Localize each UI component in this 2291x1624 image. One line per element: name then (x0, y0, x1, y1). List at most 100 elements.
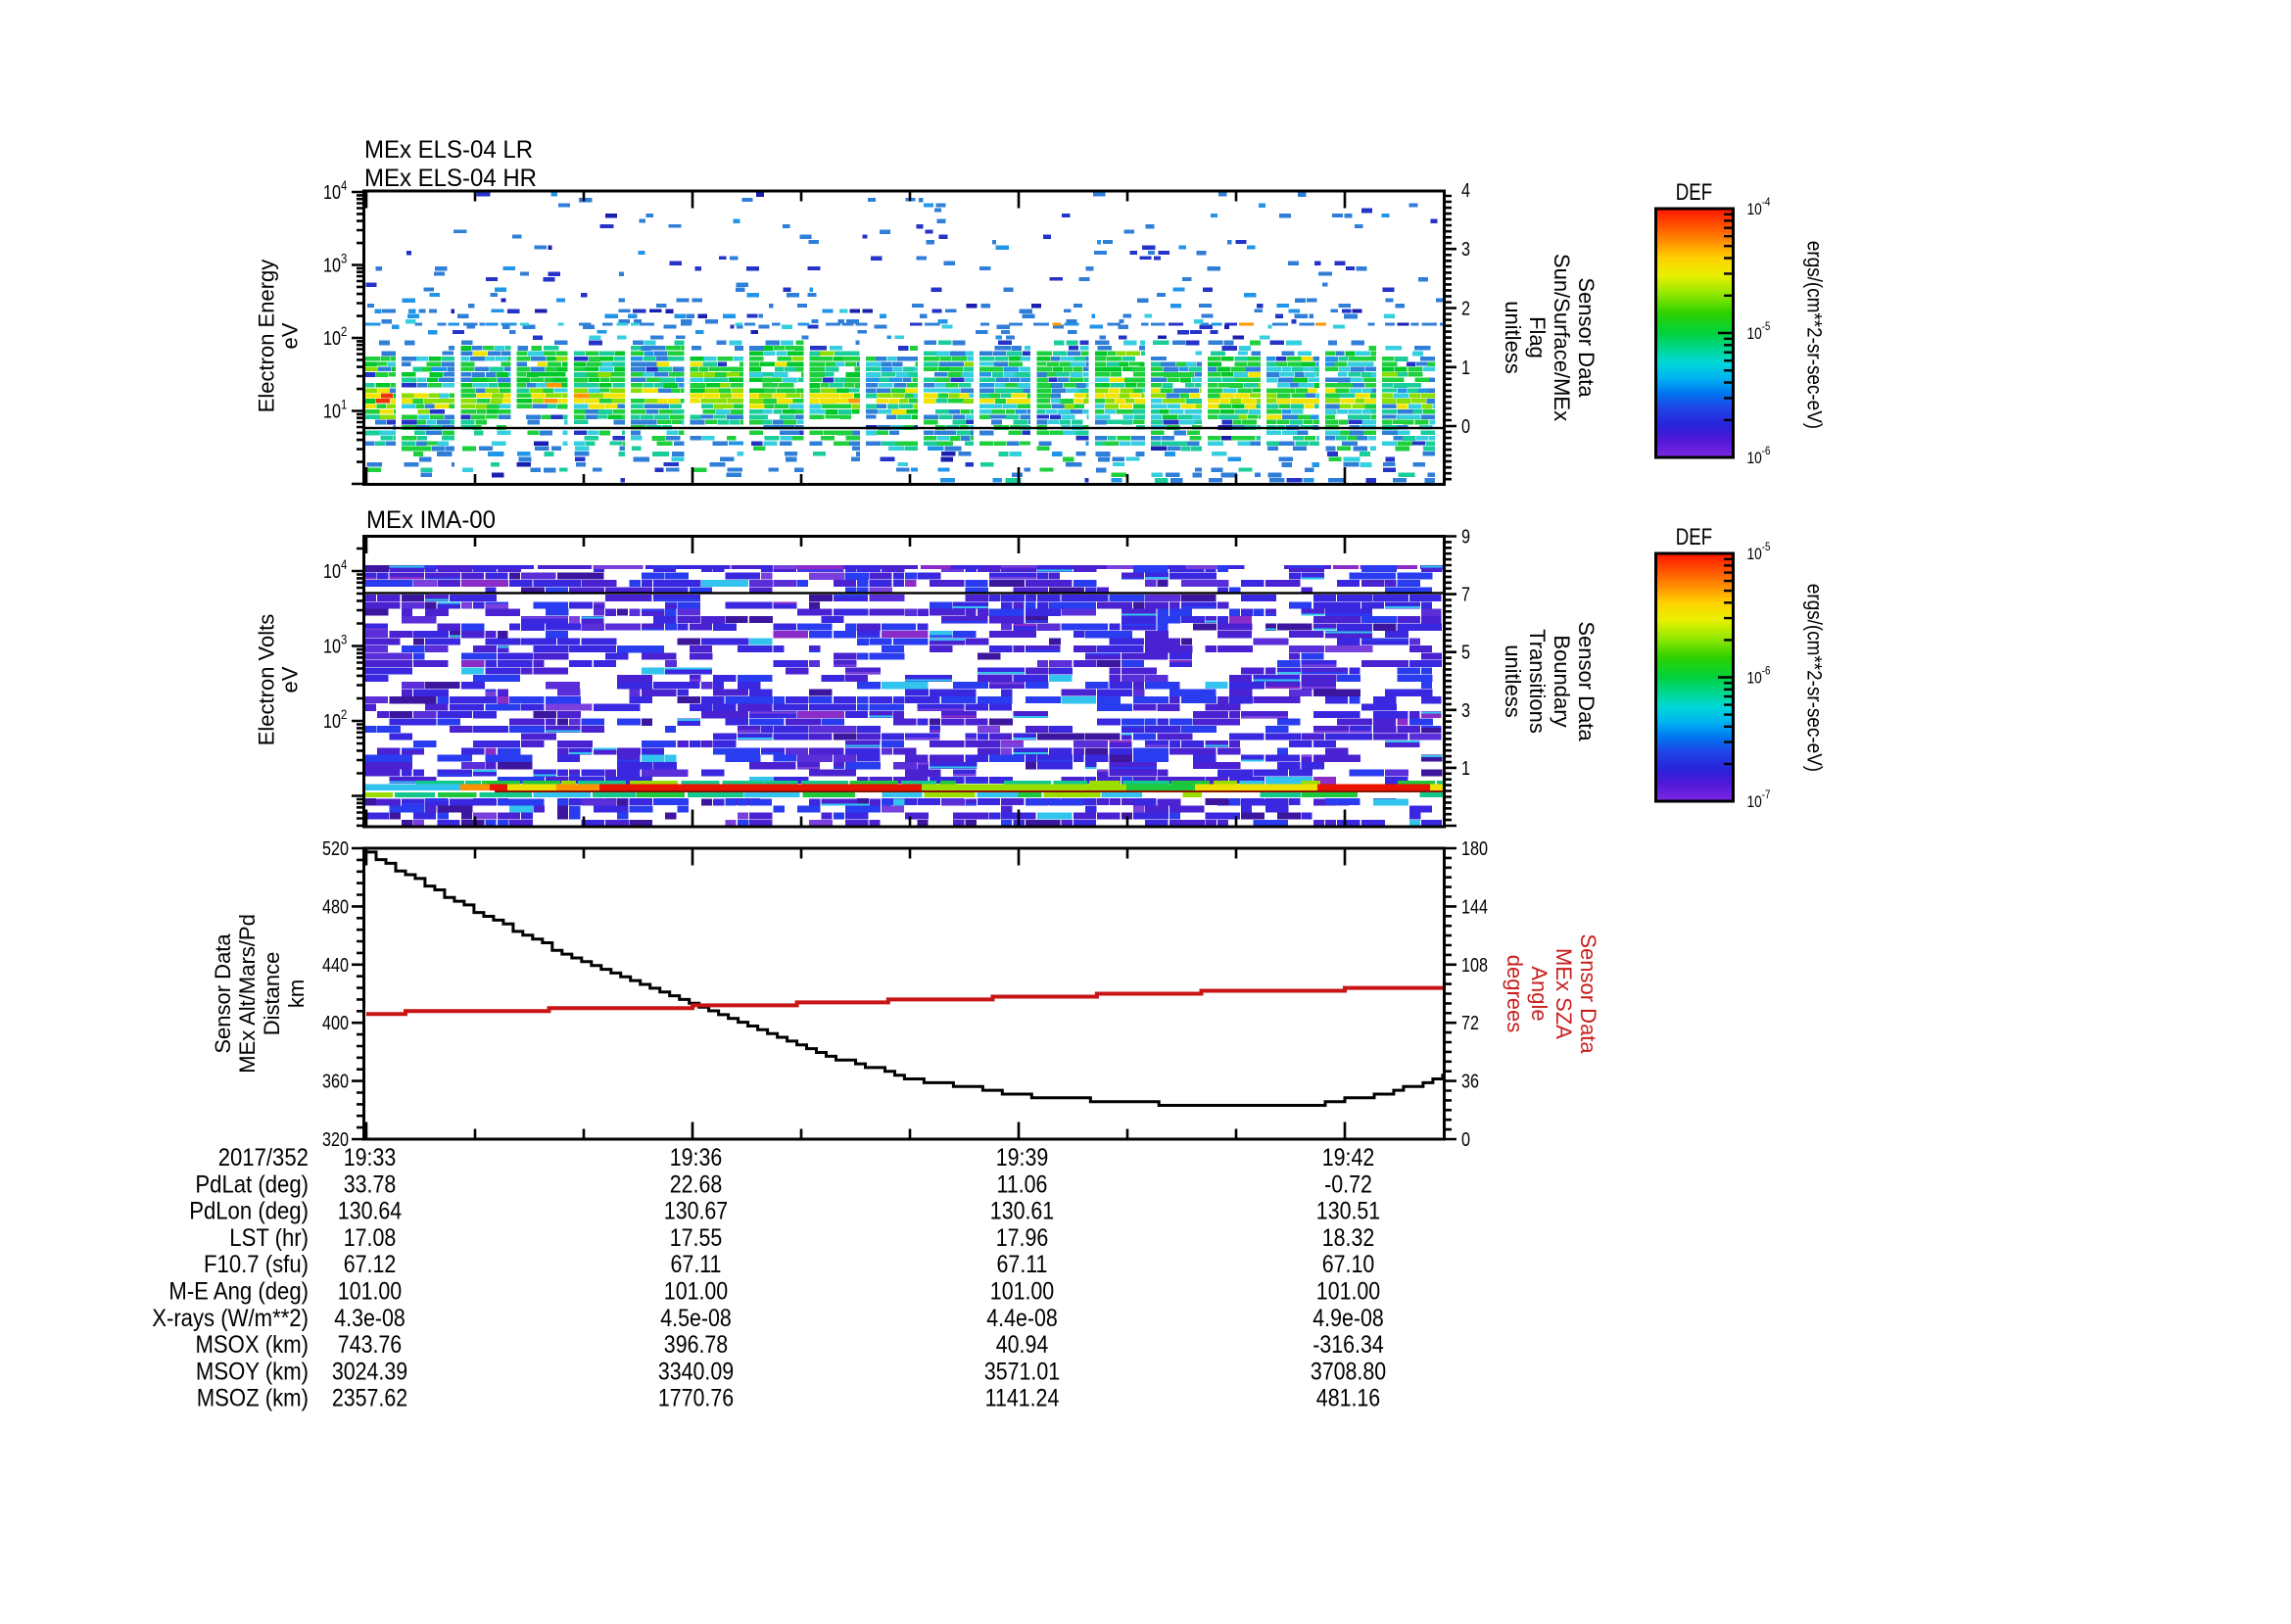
svg-text:108: 108 (1461, 955, 1488, 977)
svg-text:19:36: 19:36 (670, 1144, 723, 1171)
svg-text:3: 3 (1461, 239, 1470, 261)
svg-text:ergs/(cm**2-sr-sec-eV): ergs/(cm**2-sr-sec-eV) (1803, 241, 1826, 429)
svg-text:17.96: 17.96 (996, 1224, 1049, 1252)
svg-text:Sensor Data: Sensor Data (211, 933, 235, 1054)
svg-text:101.00: 101.00 (664, 1278, 728, 1306)
svg-text:MSOZ (km): MSOZ (km) (197, 1385, 309, 1412)
svg-text:10-5: 10-5 (1747, 540, 1771, 563)
svg-text:4.5e-08: 4.5e-08 (660, 1305, 732, 1332)
svg-text:360: 360 (322, 1072, 349, 1093)
svg-text:33.78: 33.78 (344, 1170, 397, 1198)
svg-text:Sensor Data: Sensor Data (1574, 621, 1599, 741)
svg-text:103: 103 (323, 251, 347, 277)
svg-text:0: 0 (1461, 416, 1470, 438)
svg-text:67.11: 67.11 (997, 1251, 1048, 1278)
svg-text:36: 36 (1461, 1072, 1479, 1093)
svg-text:2017/352: 2017/352 (218, 1144, 309, 1171)
svg-text:Angle: Angle (1527, 966, 1551, 1021)
svg-text:4.3e-08: 4.3e-08 (334, 1305, 406, 1332)
svg-text:10-6: 10-6 (1747, 444, 1771, 467)
svg-text:67.12: 67.12 (344, 1251, 397, 1278)
svg-text:PdLat (deg): PdLat (deg) (195, 1170, 309, 1198)
svg-text:km: km (284, 979, 309, 1008)
svg-text:19:42: 19:42 (1322, 1144, 1375, 1171)
svg-text:130.64: 130.64 (338, 1198, 402, 1225)
svg-text:17.55: 17.55 (670, 1224, 723, 1252)
svg-text:3571.01: 3571.01 (984, 1358, 1060, 1385)
svg-text:101.00: 101.00 (338, 1278, 402, 1306)
svg-text:144: 144 (1461, 896, 1488, 918)
svg-text:MEx IMA-00: MEx IMA-00 (366, 506, 496, 534)
svg-text:MSOX (km): MSOX (km) (196, 1331, 310, 1359)
svg-text:Boundary: Boundary (1550, 635, 1574, 727)
svg-text:2: 2 (1461, 299, 1470, 320)
svg-text:7: 7 (1461, 585, 1470, 606)
svg-text:degrees: degrees (1503, 955, 1527, 1033)
svg-text:4.4e-08: 4.4e-08 (986, 1305, 1058, 1332)
svg-text:unitless: unitless (1501, 645, 1525, 718)
svg-text:1770.76: 1770.76 (658, 1385, 734, 1412)
svg-text:10-5: 10-5 (1747, 319, 1771, 343)
svg-text:-316.34: -316.34 (1313, 1331, 1384, 1359)
svg-text:Transitions: Transitions (1525, 629, 1550, 734)
svg-text:130.61: 130.61 (990, 1198, 1054, 1225)
svg-text:440: 440 (322, 955, 349, 977)
svg-text:Sensor Data: Sensor Data (1576, 933, 1600, 1054)
svg-text:5: 5 (1461, 643, 1470, 664)
svg-text:Flag: Flag (1525, 316, 1550, 358)
svg-text:11.06: 11.06 (997, 1170, 1048, 1198)
svg-text:1: 1 (1461, 358, 1470, 379)
svg-text:103: 103 (323, 632, 347, 658)
svg-text:67.10: 67.10 (1322, 1251, 1375, 1278)
svg-text:Electron Volts: Electron Volts (255, 614, 279, 746)
svg-text:DEF: DEF (1676, 524, 1712, 550)
svg-text:4: 4 (1461, 180, 1470, 202)
svg-text:101: 101 (323, 397, 347, 423)
svg-text:10-6: 10-6 (1747, 664, 1771, 688)
svg-text:F10.7 (sfu): F10.7 (sfu) (204, 1251, 309, 1278)
svg-text:130.51: 130.51 (1316, 1198, 1380, 1225)
svg-text:DEF: DEF (1676, 179, 1712, 206)
svg-text:MEx ELS-04 HR: MEx ELS-04 HR (364, 165, 537, 192)
svg-text:10-7: 10-7 (1747, 788, 1771, 811)
svg-text:4.9e-08: 4.9e-08 (1313, 1305, 1384, 1332)
svg-text:PdLon (deg): PdLon (deg) (189, 1198, 309, 1225)
svg-text:743.76: 743.76 (338, 1331, 402, 1359)
svg-text:eV: eV (278, 666, 303, 693)
svg-text:unitless: unitless (1501, 301, 1525, 374)
svg-text:10-4: 10-4 (1747, 195, 1771, 218)
svg-text:72: 72 (1461, 1013, 1479, 1034)
svg-text:480: 480 (322, 896, 349, 918)
svg-text:-0.72: -0.72 (1324, 1170, 1372, 1198)
svg-text:9: 9 (1461, 527, 1470, 549)
svg-text:0: 0 (1461, 1129, 1470, 1151)
svg-text:X-rays (W/m**2): X-rays (W/m**2) (152, 1305, 309, 1332)
svg-text:MEx SZA: MEx SZA (1551, 948, 1576, 1039)
svg-text:Sun/Surface/MEx: Sun/Surface/MEx (1550, 254, 1574, 421)
svg-text:1141.24: 1141.24 (985, 1385, 1060, 1412)
svg-text:LST (hr): LST (hr) (229, 1224, 309, 1252)
svg-text:22.68: 22.68 (670, 1170, 723, 1198)
svg-text:101.00: 101.00 (990, 1278, 1054, 1306)
svg-text:102: 102 (323, 323, 347, 350)
svg-text:104: 104 (323, 177, 347, 204)
svg-text:67.11: 67.11 (671, 1251, 722, 1278)
svg-text:481.16: 481.16 (1316, 1385, 1380, 1412)
svg-text:1: 1 (1461, 758, 1470, 780)
svg-text:17.08: 17.08 (344, 1224, 397, 1252)
svg-text:19:33: 19:33 (344, 1144, 397, 1171)
svg-text:2357.62: 2357.62 (332, 1385, 407, 1412)
svg-text:eV: eV (278, 322, 303, 349)
svg-text:MSOY (km): MSOY (km) (196, 1358, 309, 1385)
svg-text:M-E Ang (deg): M-E Ang (deg) (168, 1278, 309, 1306)
svg-text:520: 520 (322, 838, 349, 860)
svg-text:Sensor Data: Sensor Data (1574, 277, 1599, 398)
svg-text:3708.80: 3708.80 (1311, 1358, 1386, 1385)
svg-text:101.00: 101.00 (1316, 1278, 1380, 1306)
svg-text:MEx Alt/Mars/Pd: MEx Alt/Mars/Pd (235, 914, 260, 1074)
svg-text:400: 400 (322, 1013, 349, 1034)
svg-text:3340.09: 3340.09 (658, 1358, 734, 1385)
svg-text:18.32: 18.32 (1322, 1224, 1375, 1252)
svg-text:MEx ELS-04 LR: MEx ELS-04 LR (364, 136, 533, 164)
svg-text:ergs/(cm**2-sr-sec-eV): ergs/(cm**2-sr-sec-eV) (1803, 584, 1826, 772)
